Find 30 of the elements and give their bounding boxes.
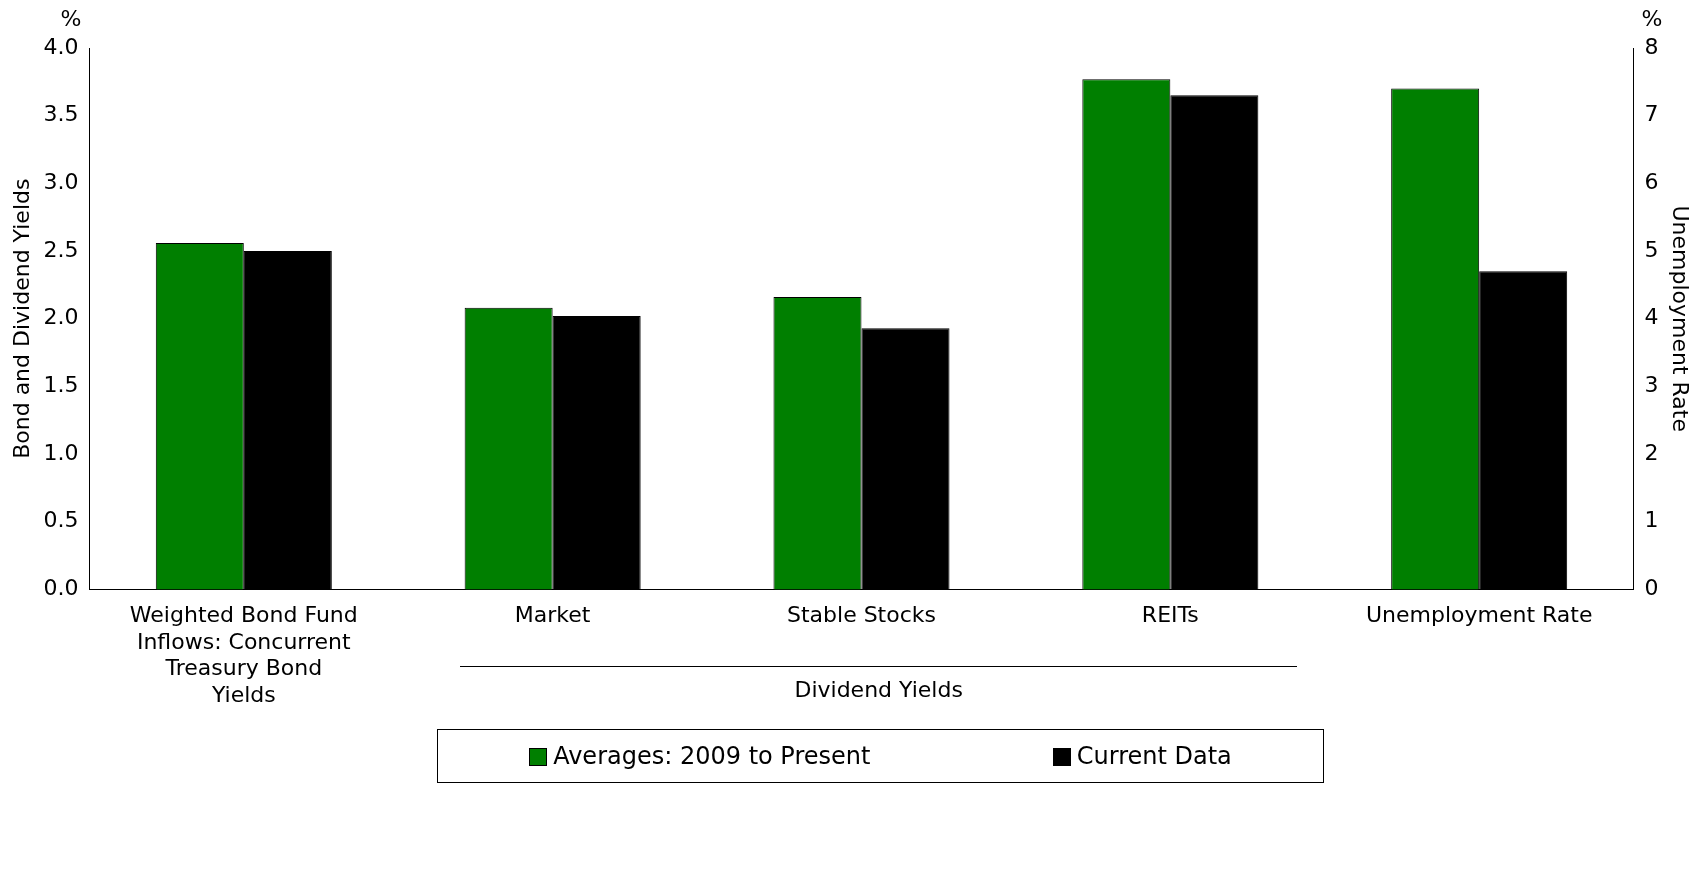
y-tick-label: 2.0 <box>43 304 79 330</box>
y-tick-label: 1.0 <box>43 439 79 465</box>
y-tick-label: 1.5 <box>43 372 79 398</box>
y2-tick-label: 5 <box>1644 236 1659 262</box>
x-tick-label: Stable Stocks <box>786 602 937 628</box>
y-tick-label: 3.5 <box>43 101 79 127</box>
text: % <box>1641 6 1663 31</box>
y2-tick-label: 8 <box>1644 33 1659 59</box>
y-axis-title: Bond and Dividend Yields <box>8 178 34 459</box>
text: % <box>60 6 82 31</box>
legend-label: Current Data <box>1075 742 1232 771</box>
y2-tick-label: 7 <box>1644 101 1659 127</box>
y2-tick-label: 4 <box>1644 304 1659 330</box>
y-tick-label: 4.0 <box>43 33 79 59</box>
y-tick-label: 2.5 <box>43 236 79 262</box>
y-tick-label: 0.5 <box>43 507 79 533</box>
x-tick-label: Market <box>514 602 591 628</box>
y2-tick-label: 1 <box>1644 507 1659 533</box>
text: Dividend Yields <box>794 677 963 703</box>
x-tick-label: Unemployment Rate <box>1365 602 1593 628</box>
x-tick-label: REITs <box>1141 602 1199 628</box>
y-tick-label: 0.0 <box>43 575 79 601</box>
y2-tick-label: 3 <box>1644 372 1659 398</box>
y2-tick-label: 2 <box>1644 439 1659 465</box>
y-tick-label: 3.0 <box>43 169 79 195</box>
legend-label: Averages: 2009 to Present <box>552 742 871 771</box>
y2-tick-label: 0 <box>1644 575 1659 601</box>
y2-axis-title: Unemployment Rate <box>1668 205 1694 432</box>
x-tick-label: Weighted Bond Fund Inflows: Concurrent Treasury Bond Yields <box>129 602 358 707</box>
y2-tick-label: 6 <box>1644 169 1659 195</box>
